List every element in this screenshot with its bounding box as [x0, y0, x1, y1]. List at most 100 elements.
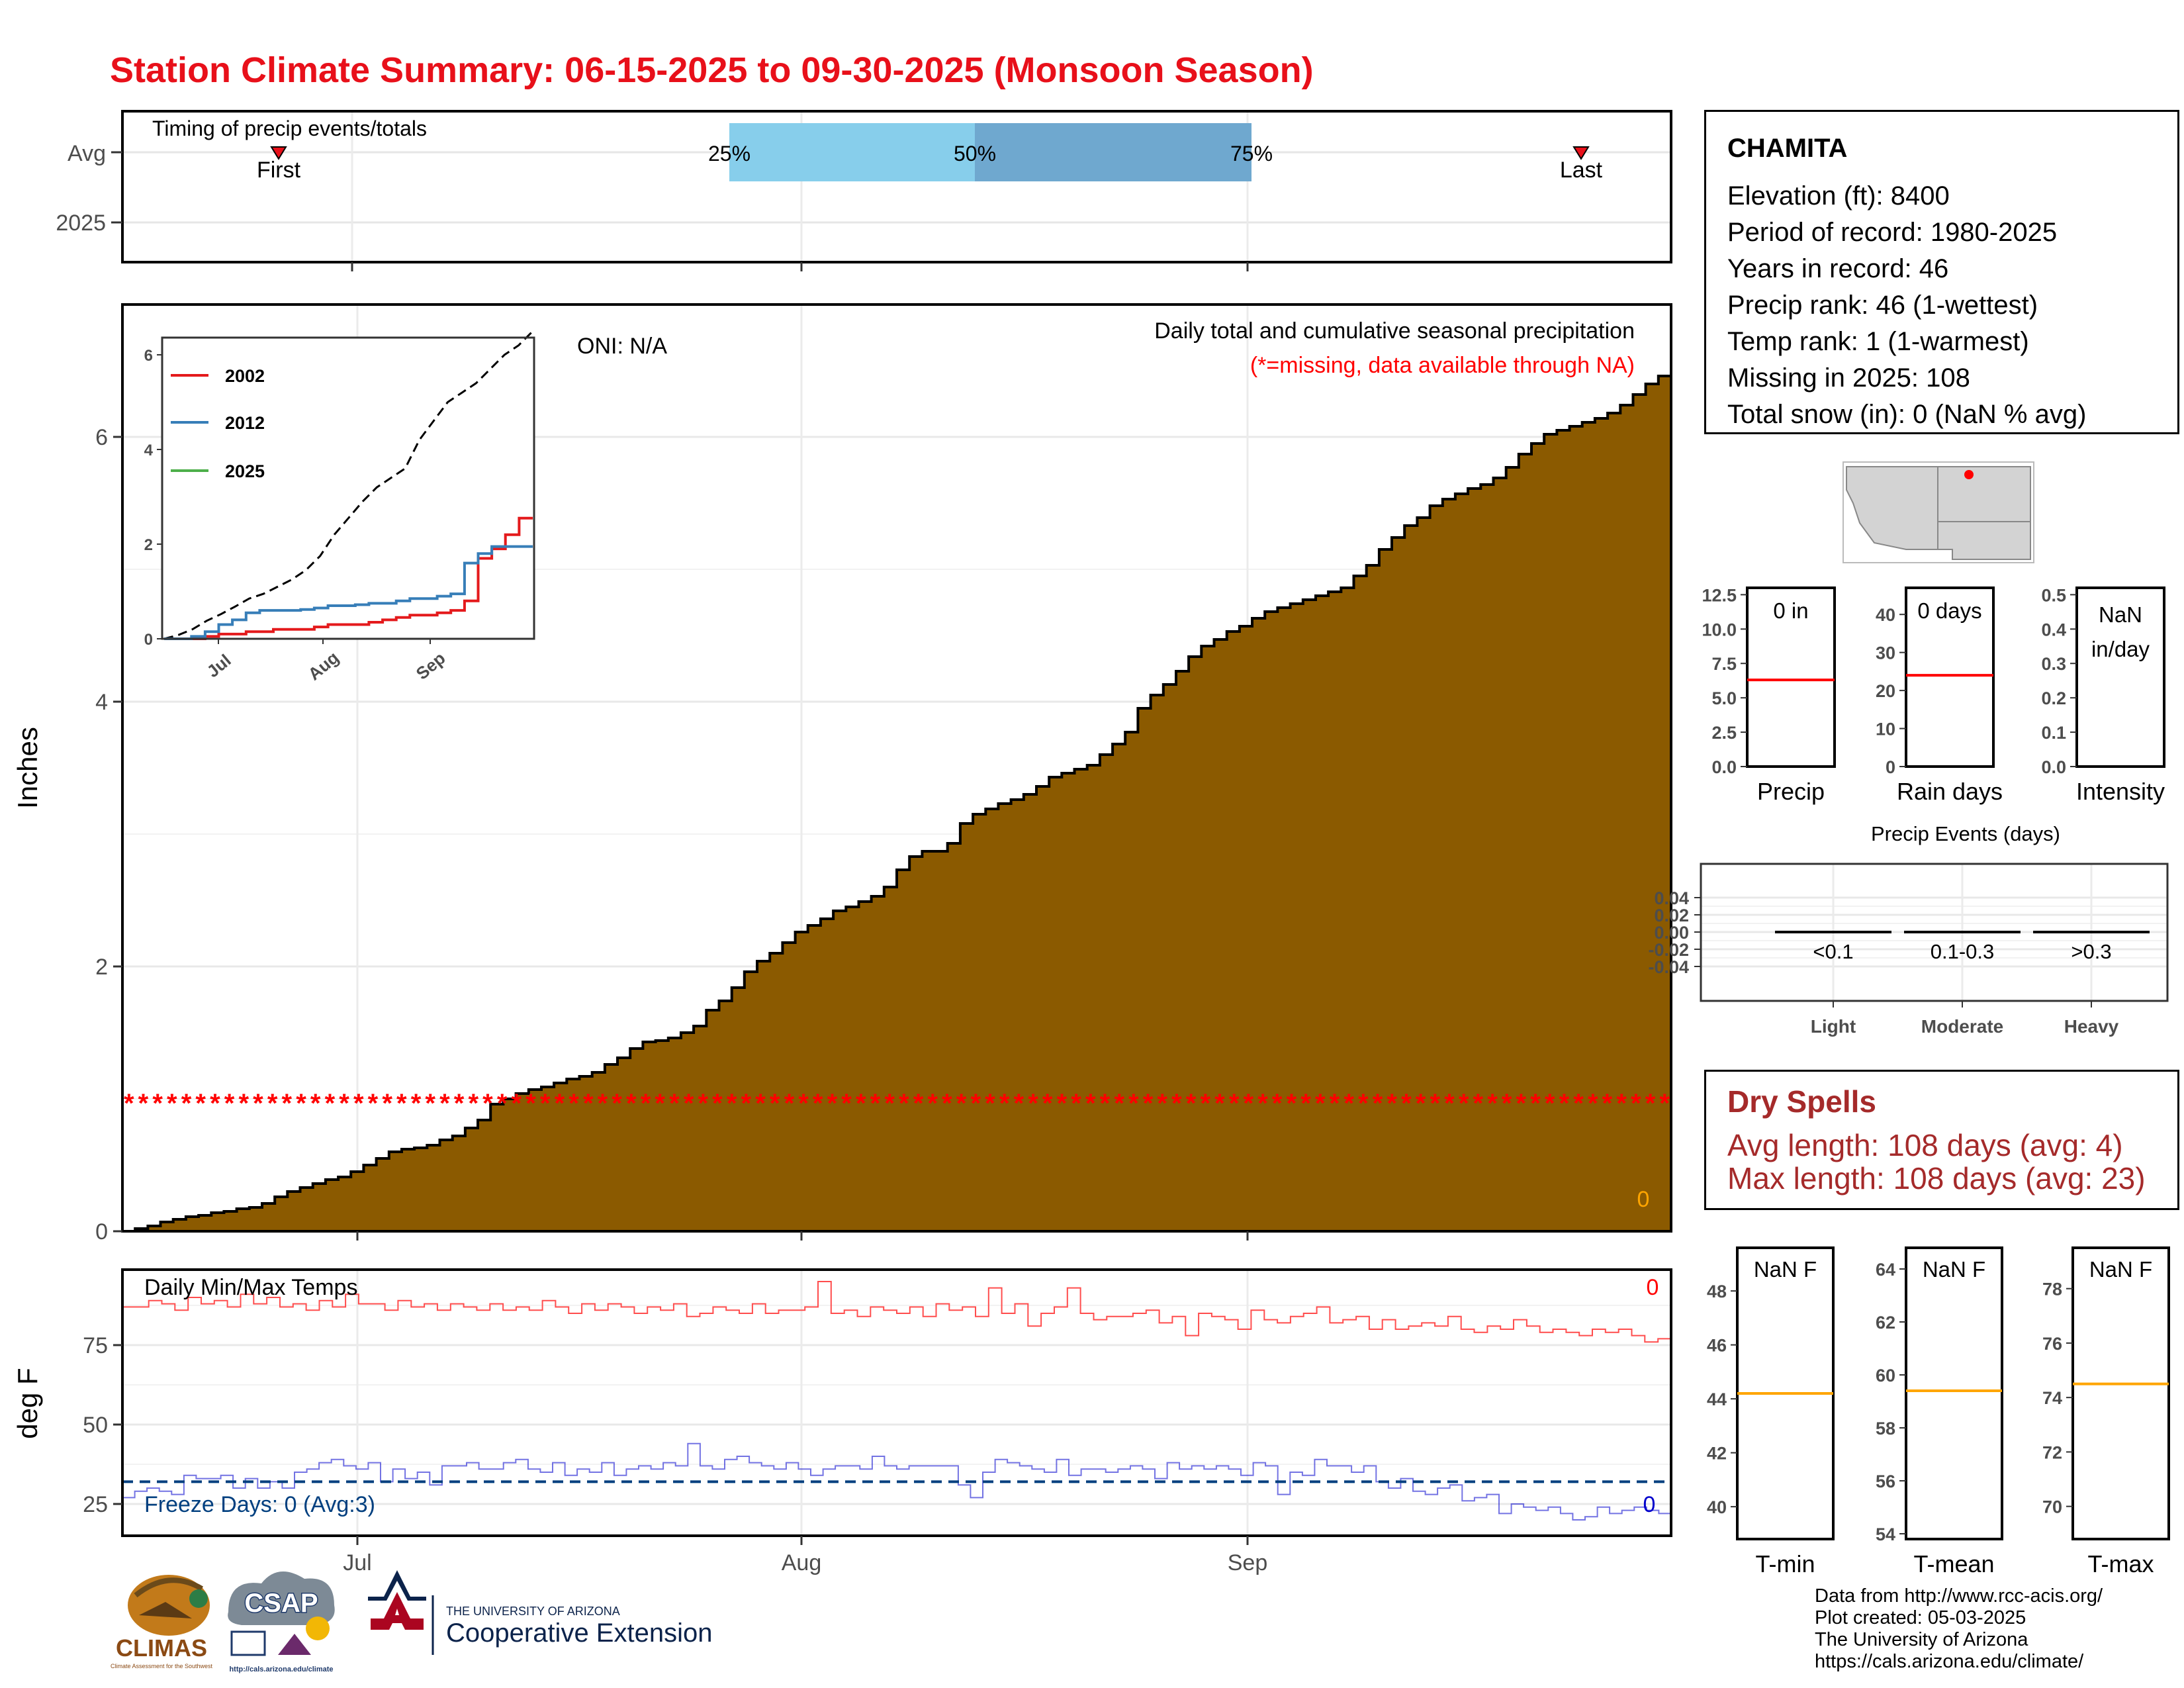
station-snow: Total snow (in): 0 (NaN % avg): [1727, 400, 2087, 429]
station-missing: Missing in 2025: 108: [1727, 363, 1970, 393]
gauge-label: Rain days: [1897, 778, 2003, 805]
station-years: Years in record: 46: [1727, 254, 1949, 283]
tgauge-ytick-label: 76: [2042, 1334, 2062, 1354]
temp-title: Daily Min/Max Temps: [144, 1275, 357, 1300]
credit-url: https://cals.arizona.edu/climate/: [1815, 1651, 2084, 1672]
inset-y-axis: 0 2 4 6: [144, 347, 162, 649]
q50-q75-bar: [975, 123, 1251, 181]
xaxis-aug: Aug: [782, 1550, 822, 1575]
station-temp-rank: Temp rank: 1 (1-warmest): [1727, 327, 2029, 356]
first-marker: [270, 146, 287, 160]
ua-bottom-text: Cooperative Extension: [446, 1618, 712, 1648]
tgauge-label: T-min: [1756, 1550, 1815, 1577]
inset-legend: 2002 2012 2025: [171, 366, 265, 481]
tgauge-ytick-label: 60: [1876, 1366, 1895, 1385]
q75-label: 75%: [1230, 142, 1273, 165]
last-marker: [1572, 146, 1590, 160]
events-ytick-label: 0.04: [1654, 888, 1689, 908]
inset-2002-line: [164, 516, 533, 640]
last-label: Last: [1560, 158, 1603, 183]
timing-ylabel-avg: Avg: [68, 141, 106, 166]
gauge-value: 0 in: [1773, 598, 1808, 623]
tgauge-ytick-label: 74: [2042, 1388, 2062, 1408]
precip-ylabel: Inches: [12, 727, 43, 809]
events-title: Precip Events (days): [1871, 822, 2060, 845]
tmax-count: 0: [1647, 1275, 1659, 1300]
gauge-ytick-label: 0.5: [2041, 585, 2066, 605]
events-ytick-label: -0.02: [1648, 940, 1689, 960]
xaxis-sep: Sep: [1228, 1550, 1268, 1575]
climas-text: CLIMAS: [116, 1634, 207, 1662]
legend-2012: 2012: [225, 413, 265, 433]
q25-label: 25%: [708, 142, 751, 165]
tgauge-ytick-label: 44: [1707, 1389, 1727, 1409]
gauge-unit: in/day: [2091, 637, 2150, 661]
gauge-ytick-label: 0: [1886, 757, 1895, 777]
gauge-label: Intensity: [2076, 778, 2165, 805]
dry-spells-box: Dry Spells Avg length: 108 days (avg: 4)…: [1704, 1070, 2179, 1210]
events-range-label: 0.1-0.3: [1931, 940, 1995, 963]
gauge-ytick-label: 10: [1876, 720, 1895, 739]
tgauge-ytick-label: 70: [2042, 1497, 2062, 1517]
timing-ylabel-year: 2025: [56, 211, 106, 236]
csap-text: CSAP: [244, 1589, 318, 1618]
inset-ytick-label: 0: [144, 631, 153, 649]
events-ytick-label: 0.02: [1654, 906, 1689, 925]
gauge-ytick-label: 30: [1876, 643, 1895, 663]
credit-data-source: Data from http://www.rcc-acis.org/: [1815, 1585, 2103, 1607]
gauge-label: Precip: [1757, 778, 1825, 805]
tgauge-label: T-max: [2087, 1550, 2154, 1577]
gauge-ytick-label: 2.5: [1711, 723, 1737, 743]
station-elevation: Elevation (ft): 8400: [1727, 181, 1950, 211]
gauge-ytick-label: 20: [1876, 681, 1895, 701]
station-precip-rank: Precip rank: 46 (1-wettest): [1727, 291, 2038, 320]
gauge-ytick-label: 10.0: [1702, 620, 1737, 639]
gauge-ytick-label: 0.2: [2041, 688, 2066, 708]
tgauge-value: NaN F: [1923, 1257, 1985, 1282]
inset-ytick-label: 2: [144, 536, 153, 554]
timing-panel: Timing of precip events/totals 25% 50% 7…: [56, 110, 1672, 271]
q25-q50-bar: [729, 123, 975, 181]
tgauge-ytick-label: 64: [1876, 1260, 1895, 1280]
temp-ytick-label: 50: [83, 1413, 108, 1438]
precip-ytick-label: 6: [95, 425, 108, 450]
events-range-label: >0.3: [2071, 940, 2111, 963]
events-ytick-label: 0.00: [1654, 923, 1689, 943]
gauge-ytick-label: 5.0: [1711, 688, 1737, 708]
legend-2025: 2025: [225, 461, 265, 481]
timing-title: Timing of precip events/totals: [152, 117, 427, 140]
station-name: CHAMITA: [1727, 134, 1848, 163]
tgauge-ytick-label: 42: [1707, 1444, 1727, 1464]
station-period: Period of record: 1980-2025: [1727, 218, 2058, 247]
temp-ytick-label: 75: [83, 1333, 108, 1358]
tgauge-ytick-label: 40: [1707, 1497, 1727, 1517]
precip-corner-value: 0: [1637, 1187, 1650, 1212]
events-bars: <0.1 Light 0.1-0.3 Moderate >0.3 Heavy: [1775, 931, 2150, 1037]
precip-ytick-label: 0: [95, 1219, 108, 1244]
gauge-ytick-label: 12.5: [1702, 585, 1737, 605]
temperature-gauges: 40 42 44 46 48 NaN F T-min 54 56 58 60 62 64 NaN F T-m…: [1707, 1246, 2170, 1577]
gauge-ytick-label: 0.4: [2041, 620, 2066, 639]
gauge-ytick-label: 0.0: [2041, 757, 2066, 777]
tgauge-ytick-label: 58: [1876, 1419, 1895, 1438]
station-info-box: CHAMITA Elevation (ft): 8400 Period of r…: [1704, 110, 2179, 434]
climas-logo: CLIMAS Climate Assessment for the Southw…: [111, 1575, 213, 1669]
dry-spells-title: Dry Spells: [1727, 1084, 1876, 1119]
tgauge-label: T-mean: [1913, 1550, 1994, 1577]
gauge-frame: [1905, 586, 1995, 768]
csap-logo: CSAP http://cals.arizona.edu/climate: [228, 1571, 335, 1673]
tgauge-ytick-label: 48: [1707, 1282, 1727, 1301]
climas-subtext: Climate Assessment for the Southwest: [111, 1663, 213, 1669]
q50-label: 50%: [954, 142, 996, 165]
gauge-frame: [1746, 586, 1836, 768]
ua-top-text: THE UNIVERSITY OF ARIZONA: [446, 1605, 620, 1618]
tgauge-t-mean: 54 56 58 60 62 64 NaN F T-mean: [1876, 1246, 2003, 1577]
dry-spells-max: Max length: 108 days (avg: 23): [1727, 1161, 2146, 1196]
temp-ytick-label: 25: [83, 1492, 108, 1517]
tgauge-ytick-label: 78: [2042, 1280, 2062, 1299]
tmin-line: [122, 1442, 1671, 1521]
temp-panel: Daily Min/Max Temps 0 Freeze Days: 0 (Av…: [12, 1268, 1672, 1575]
tgauge-ytick-label: 56: [1876, 1472, 1895, 1491]
